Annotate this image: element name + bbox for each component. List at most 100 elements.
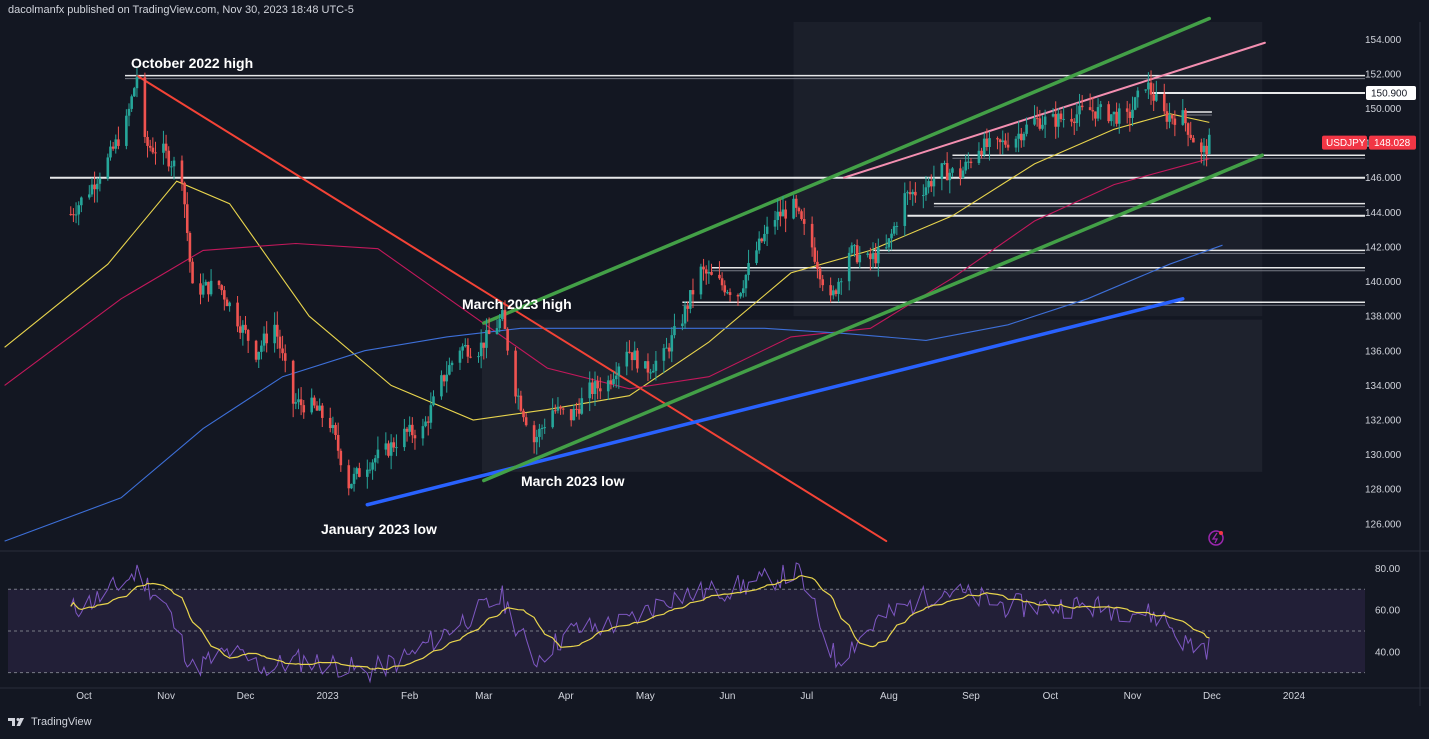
candle-body <box>538 428 541 437</box>
candle-body <box>559 406 562 409</box>
candle-body <box>204 281 208 286</box>
candle-body <box>421 426 425 439</box>
candle-body <box>1181 110 1185 125</box>
footer-brand[interactable]: TradingView <box>8 716 92 728</box>
annotation-label: October 2022 high <box>131 55 253 71</box>
candle-body <box>310 397 314 413</box>
candle-body <box>487 330 491 334</box>
candle-body <box>654 360 658 371</box>
time-tick-label: Oct <box>1043 691 1059 702</box>
alert-dot-icon <box>1219 531 1223 535</box>
annotation-label: March 2023 low <box>521 473 625 489</box>
candle-body <box>924 187 928 196</box>
candle-body <box>223 290 226 300</box>
candle-body <box>162 143 165 153</box>
candle-body <box>699 266 703 295</box>
candle-body <box>551 410 554 428</box>
last-price-badge: 148.028 <box>1374 138 1411 149</box>
candle-body <box>945 163 949 181</box>
candle-body <box>1078 105 1081 115</box>
time-tick-label: Nov <box>1124 691 1142 702</box>
time-tick-label: Dec <box>237 691 255 702</box>
candle-body <box>389 442 393 456</box>
candle-body <box>609 380 613 385</box>
candle-body <box>580 398 584 414</box>
candle-body <box>1186 123 1190 135</box>
candle-body <box>278 336 282 349</box>
candle-body <box>704 269 708 274</box>
candle-body <box>445 374 449 382</box>
candle-body <box>172 160 176 167</box>
candle-body <box>347 465 351 489</box>
candle-body <box>392 442 396 448</box>
candle-body <box>834 290 838 294</box>
candle-body <box>201 285 205 295</box>
price-tick-label: 144.000 <box>1365 208 1402 219</box>
candle-body <box>1165 111 1169 122</box>
time-tick-label: Nov <box>157 691 175 702</box>
candle-body <box>514 350 517 397</box>
candle-body <box>188 232 192 262</box>
candle-body <box>1054 114 1058 127</box>
candle-body <box>792 198 795 219</box>
candle-body <box>448 365 451 375</box>
candle-body <box>1136 90 1140 98</box>
candle-body <box>90 184 94 195</box>
candle-body <box>183 182 186 205</box>
candle-body <box>501 310 504 320</box>
candle-body <box>98 178 102 184</box>
time-tick-label: Jun <box>719 691 735 702</box>
candle-body <box>575 408 578 410</box>
candle-body <box>334 425 337 436</box>
candle-body <box>797 207 801 212</box>
candle-body <box>1131 109 1134 118</box>
candle-body <box>336 435 340 451</box>
candle-body <box>191 261 194 284</box>
price-tick-label: 154.000 <box>1365 35 1402 46</box>
candle-body <box>185 204 189 233</box>
candle-body <box>969 161 973 164</box>
candle-body <box>543 427 547 429</box>
candle-body <box>1088 107 1092 111</box>
candle-body <box>320 405 324 418</box>
candle-body <box>877 247 880 264</box>
candle-body <box>167 150 171 167</box>
candle-body <box>246 329 250 341</box>
candle-body <box>839 281 843 283</box>
price-tick-label: 146.000 <box>1365 173 1402 184</box>
candle-body <box>352 473 356 484</box>
candle-body <box>810 223 814 248</box>
candle-body <box>959 168 962 178</box>
publisher-caption: dacolmanfx published on TradingView.com,… <box>8 4 354 16</box>
candle-body <box>477 356 480 358</box>
candle-body <box>1162 94 1166 112</box>
rsi-pane[interactable] <box>8 562 1365 684</box>
candle-body <box>376 449 380 459</box>
price-tick-label: 136.000 <box>1365 346 1402 357</box>
candle-body <box>1107 104 1110 122</box>
alert-lightning-icon[interactable] <box>1208 530 1224 546</box>
candle-body <box>265 333 268 344</box>
candle-body <box>940 163 944 179</box>
candle-body <box>980 150 983 155</box>
candle-body <box>649 372 652 374</box>
candle-body <box>869 253 872 260</box>
price-tick-label: 152.000 <box>1365 69 1402 80</box>
candle-body <box>763 233 766 242</box>
candle-body <box>207 281 210 295</box>
candle-body <box>498 319 501 329</box>
candle-body <box>506 328 509 351</box>
candle-body <box>757 238 761 251</box>
candle-body <box>569 409 573 421</box>
candle-body <box>614 375 618 380</box>
candle-body <box>432 396 435 406</box>
candle-body <box>1033 118 1036 125</box>
price-pane[interactable]: October 2022 high March 2023 high March 20… <box>4 16 1365 546</box>
candle-body <box>254 340 258 360</box>
candle-body <box>1099 104 1103 108</box>
candle-body <box>315 405 319 411</box>
candle-body <box>816 261 819 270</box>
candle-body <box>482 342 486 348</box>
candle-body <box>395 447 398 449</box>
